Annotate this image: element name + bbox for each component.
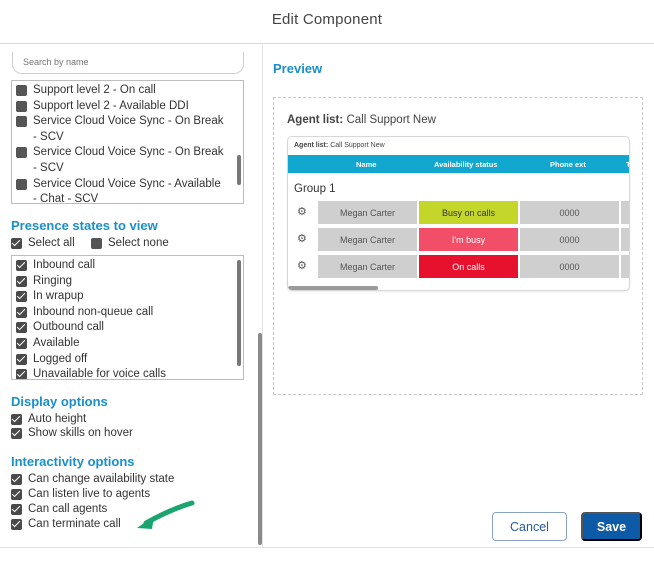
agent-list-widget: Agent list: Call Support New Name Availa… (287, 136, 630, 291)
change-availability-option[interactable]: Can change availability state (11, 473, 174, 485)
save-button[interactable]: Save (581, 512, 642, 541)
gear-icon[interactable]: ⚙ (297, 233, 307, 245)
checkbox[interactable] (16, 100, 27, 112)
gear-icon[interactable]: ⚙ (297, 206, 307, 218)
checkbox[interactable] (16, 369, 27, 379)
panel-divider (262, 45, 263, 548)
agent-extra-cell (621, 201, 629, 224)
preview-title: Preview (273, 61, 323, 76)
dialog-header: Edit Component (0, 0, 654, 44)
terminate-call-option[interactable]: Can terminate call (11, 518, 121, 530)
widget-title: Agent list: Call Support New (294, 142, 385, 149)
agent-name: Megan Carter (318, 228, 417, 251)
checkbox[interactable] (11, 503, 22, 515)
search-input[interactable] (13, 56, 243, 68)
presence-item[interactable]: Inbound call (12, 258, 243, 274)
queue-scrollbar[interactable] (237, 155, 241, 185)
agent-name: Megan Carter (318, 201, 417, 224)
search-field[interactable] (12, 52, 244, 74)
cancel-button[interactable]: Cancel (492, 512, 567, 541)
agent-list-title: Agent list: Call Support New (287, 114, 436, 126)
show-skills-option[interactable]: Show skills on hover (11, 427, 133, 439)
preview-area (273, 97, 643, 395)
agent-status: I'm busy (419, 228, 518, 251)
checkbox[interactable] (16, 353, 27, 365)
select-none-option[interactable]: Select none (91, 237, 169, 249)
listen-live-option[interactable]: Can listen live to agents (11, 488, 150, 500)
queue-item[interactable]: Service Cloud Voice Sync - On Break - SC… (12, 145, 227, 176)
agent-row: ⚙ Megan Carter I'm busy 0000 (288, 228, 629, 251)
agent-ext: 0000 (520, 255, 619, 278)
checkbox[interactable] (16, 322, 27, 334)
presence-scrollbar[interactable] (237, 260, 241, 366)
checkbox[interactable] (16, 178, 27, 190)
checkbox[interactable] (16, 291, 27, 303)
auto-height-option[interactable]: Auto height (11, 413, 86, 425)
checkbox[interactable] (16, 260, 27, 271)
agent-ext: 0000 (520, 201, 619, 224)
presence-item[interactable]: Available (12, 336, 243, 352)
dialog-footer-divider (0, 547, 654, 548)
presence-item[interactable]: Unavailable for voice calls (12, 367, 243, 379)
checkbox[interactable] (11, 518, 22, 530)
widget-header-row: Name Availability status Phone ext T (288, 155, 629, 173)
checkbox[interactable] (16, 147, 27, 159)
checkbox[interactable] (16, 337, 27, 349)
checkbox[interactable] (16, 275, 27, 287)
annotation-arrow-icon (137, 500, 195, 529)
group-label: Group 1 (294, 183, 336, 195)
column-name: Name (356, 160, 377, 169)
interactivity-title: Interactivity options (11, 454, 135, 469)
checkbox[interactable] (16, 116, 27, 128)
checkbox[interactable] (11, 413, 22, 425)
presence-title: Presence states to view (11, 218, 158, 233)
select-all-option[interactable]: Select all (11, 237, 75, 249)
agent-extra-cell (621, 255, 629, 278)
presence-item[interactable]: Outbound call (12, 320, 243, 336)
agent-row: ⚙ Megan Carter On calls 0000 (288, 255, 629, 278)
presence-item[interactable]: Logged off (12, 352, 243, 368)
dialog-title: Edit Component (271, 11, 383, 28)
agent-status: Busy on calls (419, 201, 518, 224)
checkbox[interactable] (11, 473, 22, 485)
checkbox[interactable] (16, 85, 27, 96)
queue-item[interactable]: Service Cloud Voice Sync - Available - C… (12, 177, 227, 203)
select-none-checkbox[interactable] (91, 237, 102, 249)
checkbox[interactable] (16, 306, 27, 318)
checkbox[interactable] (11, 427, 22, 439)
column-status: Availability status (434, 160, 498, 169)
settings-scrollbar[interactable] (258, 333, 262, 545)
agent-row: ⚙ Megan Carter Busy on calls 0000 (288, 201, 629, 224)
gear-icon[interactable]: ⚙ (297, 260, 307, 272)
column-extra: T (626, 160, 629, 169)
queue-item[interactable]: Support level 2 - Available DDI (12, 99, 243, 115)
agent-extra-cell (621, 228, 629, 251)
queue-item[interactable]: Support level 2 - On call (12, 83, 243, 99)
settings-panel[interactable]: Support level 2 - On call Support level … (0, 45, 262, 548)
display-title: Display options (11, 394, 108, 409)
presence-item[interactable]: In wrapup (12, 289, 243, 305)
presence-listbox[interactable]: Inbound call Ringing In wrapup Inbound n… (11, 255, 244, 380)
checkbox[interactable] (11, 488, 22, 500)
agent-status: On calls (419, 255, 518, 278)
call-agents-option[interactable]: Can call agents (11, 503, 107, 515)
widget-hscrollbar[interactable] (288, 286, 378, 290)
agent-ext: 0000 (520, 228, 619, 251)
presence-item[interactable]: Ringing (12, 274, 243, 290)
select-all-checkbox[interactable] (11, 237, 22, 249)
queue-listbox[interactable]: Support level 2 - On call Support level … (11, 80, 244, 204)
queue-item[interactable]: Service Cloud Voice Sync - On Break - SC… (12, 114, 227, 145)
column-ext: Phone ext (550, 160, 586, 169)
agent-name: Megan Carter (318, 255, 417, 278)
presence-item[interactable]: Inbound non-queue call (12, 305, 243, 321)
